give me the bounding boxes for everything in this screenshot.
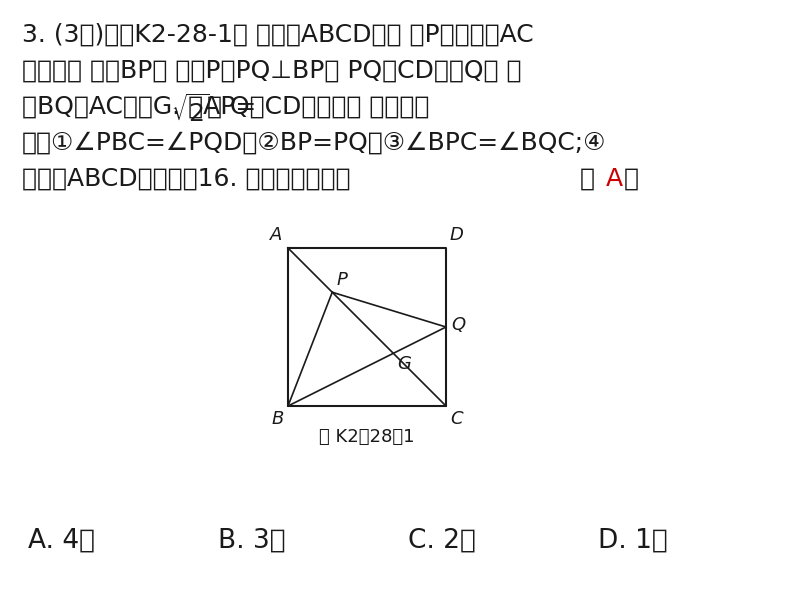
Text: $\sqrt{2}$: $\sqrt{2}$: [171, 94, 210, 126]
Text: 接BQ交AC于点G. 若AP=: 接BQ交AC于点G. 若AP=: [22, 95, 256, 119]
Text: ）: ）: [624, 167, 639, 191]
Text: Q: Q: [451, 316, 465, 334]
Text: A: A: [598, 167, 631, 191]
Text: 图 K2－28－1: 图 K2－28－1: [319, 428, 414, 446]
Text: 正方形ABCD的面积是16. 其中正确结论有: 正方形ABCD的面积是16. 其中正确结论有: [22, 167, 350, 191]
Text: 3. (3分)如图K2-28-1， 正方形ABCD中， 点P是对角线AC: 3. (3分)如图K2-28-1， 正方形ABCD中， 点P是对角线AC: [22, 23, 534, 47]
Text: G: G: [397, 355, 411, 373]
Text: B. 3个: B. 3个: [218, 528, 286, 554]
Text: 上一点， 连接BP， 过点P作PQ⊥BP， PQ交CD于点Q， 连: 上一点， 连接BP， 过点P作PQ⊥BP， PQ交CD于点Q， 连: [22, 59, 522, 83]
Text: 论：①∠PBC=∠PQD；②BP=PQ；③∠BPC=∠BQC;④: 论：①∠PBC=∠PQD；②BP=PQ；③∠BPC=∠BQC;④: [22, 131, 607, 155]
Text: A: A: [270, 226, 282, 244]
Text: P: P: [336, 271, 347, 289]
Text: （: （: [580, 167, 595, 191]
Text: D. 1个: D. 1个: [598, 528, 668, 554]
Text: ， Q为CD的中点， 则下列结: ， Q为CD的中点， 则下列结: [199, 95, 430, 119]
Text: C. 2个: C. 2个: [408, 528, 476, 554]
Text: D: D: [450, 226, 464, 244]
Text: A. 4个: A. 4个: [28, 528, 95, 554]
Text: B: B: [272, 410, 284, 428]
Text: C: C: [450, 410, 463, 428]
